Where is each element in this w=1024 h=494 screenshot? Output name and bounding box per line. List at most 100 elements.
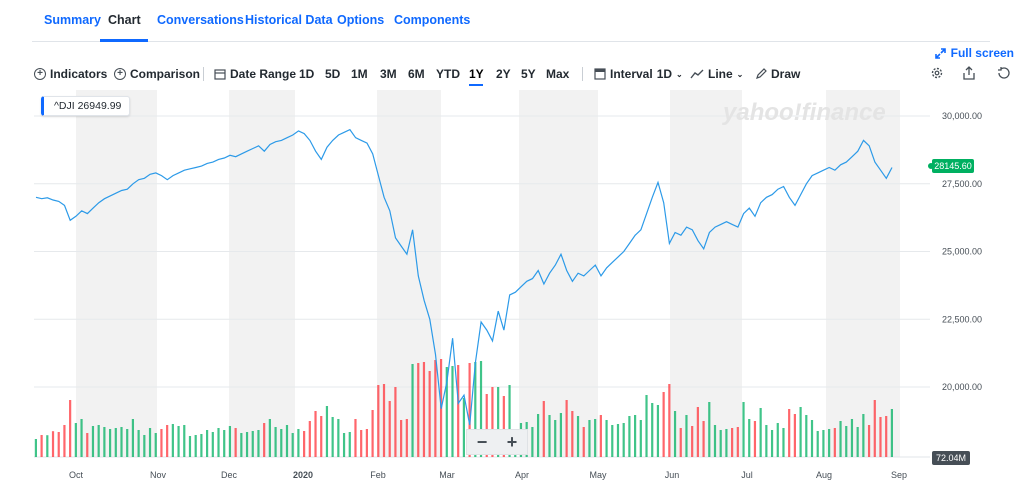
chart-canvas[interactable]: 30,000.00 27,500.00 25,000.00 22,500.00 20,0… [0,90,1024,489]
volume-bar [536,414,540,457]
volume-bar [360,430,363,457]
settings-icon[interactable] [930,66,944,80]
date-range-button[interactable]: Date Range [214,67,296,81]
volume-bar [411,364,414,457]
comparison-button[interactable]: + Comparison [114,67,200,81]
volume-bar [177,426,180,457]
tab-conversations[interactable]: Conversations [157,13,244,27]
volume-bar [571,411,574,457]
volume-bar [565,400,568,457]
volume-bar [69,400,72,457]
range-5y[interactable]: 5Y [521,67,536,81]
range-6m[interactable]: 6M [408,67,425,81]
volume-bar [719,430,722,457]
volume-bar [502,396,505,457]
volume-bar [782,428,785,457]
tab-historical-data[interactable]: Historical Data [245,13,333,27]
volume-bar [776,423,779,457]
volume-bar [879,417,882,457]
volume-bar [731,428,734,457]
chart-type-button[interactable]: Line ⌄ [690,67,743,81]
fullscreen-button[interactable]: Full screen [934,46,1014,60]
volume-bar [280,429,283,457]
volume-bar [497,387,500,457]
volume-bar [753,421,757,457]
zoom-in-button[interactable]: + [506,432,518,452]
range-2y[interactable]: 2Y [496,67,511,81]
x-tick-label: Jul [741,470,753,480]
volume-bar [331,417,334,457]
range-1m[interactable]: 1M [351,67,368,81]
volume-bar [57,432,60,457]
range-1y[interactable]: 1Y [469,67,484,81]
tab-options[interactable]: Options [337,13,385,27]
pencil-icon [756,68,767,79]
volume-bar [308,421,311,457]
volume-bar [479,361,483,457]
volume-bar [457,365,460,457]
range-max[interactable]: Max [546,67,570,81]
symbol-label: ^DJI 26949.99 [41,96,131,116]
indicators-button[interactable]: + Indicators [34,67,107,81]
x-tick-label: Mar [439,470,455,480]
volume-bar [890,409,893,457]
interval-label: Interval [610,67,653,81]
volume-bar [365,429,368,457]
interval-button[interactable]: Interval 1D ⌄ [594,67,683,81]
volume-bar [234,428,237,457]
volume-bar [691,426,694,457]
range-ytd[interactable]: YTD [436,67,460,81]
volume-bar [725,429,728,457]
expand-icon [934,47,946,59]
draw-label: Draw [771,67,801,81]
volume-bar [833,428,836,457]
volume-bar [143,435,146,457]
x-tick-label: Aug [816,470,832,480]
candle-icon [594,68,606,80]
share-icon[interactable] [962,66,976,80]
tab-components[interactable]: Components [394,13,471,27]
quote-tabs: Summary Chart Conversations Historical D… [32,0,990,42]
volume-bar [137,430,140,457]
tab-summary[interactable]: Summary [44,13,101,27]
volume-bar [611,425,614,457]
volume-bar [285,425,289,457]
reset-icon[interactable] [996,66,1010,80]
volume-bar [200,434,203,457]
volume-bar [154,433,157,457]
volume-bar [166,425,169,457]
yahoo-finance-watermark: yahoo!finance [722,99,886,126]
volume-bar [634,415,637,457]
range-5d[interactable]: 5D [325,67,341,81]
month-band [229,90,295,457]
volume-bar [51,431,55,457]
volume-bar [759,408,762,457]
month-band [519,90,598,457]
month-band [76,90,157,457]
interval-value: 1D [656,67,673,81]
volume-bar [531,427,534,457]
volume-bar [183,425,186,457]
volume-bar [702,421,705,457]
volume-bar [793,414,796,457]
month-band [377,90,441,457]
volume-bar [850,419,854,457]
range-3m[interactable]: 3M [380,67,397,81]
draw-button[interactable]: Draw [755,67,800,81]
volume-bar [126,429,129,457]
volume-bar [291,433,294,457]
volume-bar [656,405,660,457]
price-chart[interactable]: 30,000.00 27,500.00 25,000.00 22,500.00 20,0… [0,90,1024,489]
volume-bar [605,420,608,457]
y-tick-label: 27,500.00 [942,179,982,189]
plus-circle-icon: + [34,68,46,80]
volume-bar [576,416,580,457]
tab-chart[interactable]: Chart [108,13,141,27]
volume-bar [194,435,197,457]
range-1d[interactable]: 1D [299,67,315,81]
volume-bar [388,401,391,457]
volume-bar [559,413,563,457]
zoom-out-button[interactable]: − [476,432,488,452]
volume-bar [400,420,403,457]
chart-toolbar: + Indicators + Comparison Date Range 1D … [34,65,1020,86]
